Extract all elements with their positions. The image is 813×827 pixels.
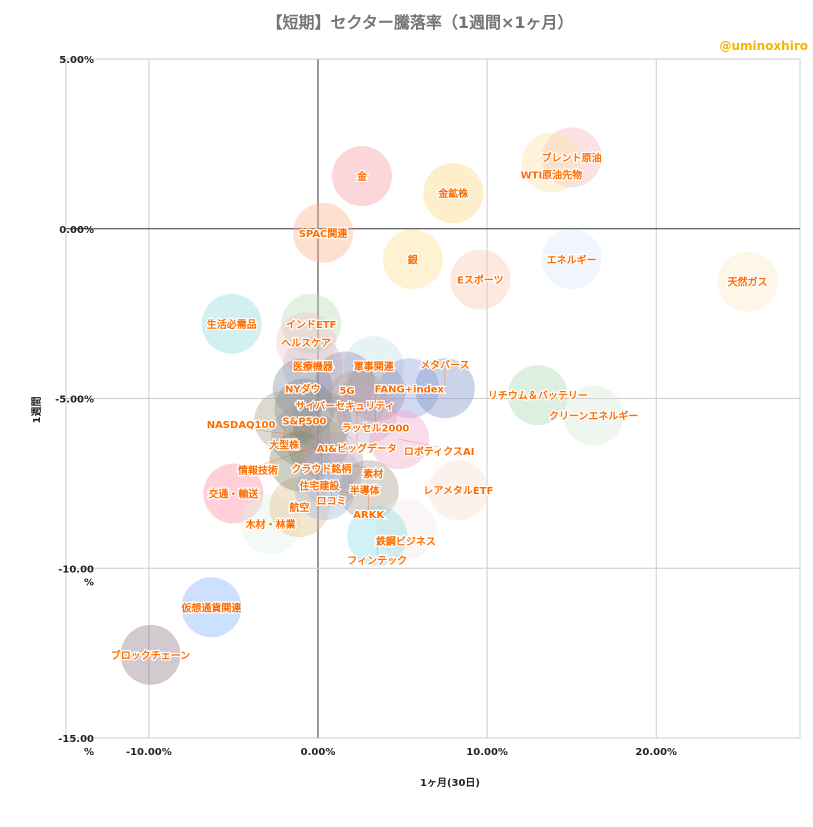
bubble-label: S&P500 (282, 417, 326, 428)
bubble (521, 132, 582, 193)
bubble-label: ブレント原油 (542, 151, 602, 164)
bubble (272, 358, 333, 419)
bubble-label: サイバーセキュリティ (295, 401, 394, 413)
bubble (203, 463, 264, 524)
bubble-label: 金鉱株 (437, 187, 469, 200)
bubble (201, 293, 262, 354)
bubble-label: NYダウ (285, 382, 321, 395)
bubble-label: 5G (339, 386, 354, 397)
bubble (507, 365, 568, 426)
bubble (282, 336, 343, 397)
bubble (375, 499, 436, 560)
y-axis-label: 1週間 (31, 397, 43, 424)
leader-line (346, 393, 368, 414)
tick-labels: -10.00% 0.00% 10.00% 20.00% 5.00% 0.00% -5.00%… (55, 55, 677, 758)
label-leader-lines (241, 368, 446, 556)
bubble (276, 312, 337, 373)
bubble-label: 素材 (363, 467, 383, 480)
bubble (120, 624, 181, 685)
bubble-label: ロコミ (317, 496, 347, 508)
bubble-label: AI&ビッグデータ (317, 442, 397, 455)
bubble (274, 378, 335, 439)
bubble-label: メタバース (420, 359, 470, 371)
bubble-label: ロボティクスAI (404, 445, 475, 458)
bubble-label: ラッセル2000 (342, 423, 410, 435)
bubble (450, 249, 511, 310)
bubble-label: クラウド銘柄 (291, 463, 351, 476)
bubble-label: 交通・輸送 (208, 488, 259, 501)
leader-line (299, 461, 320, 482)
bubble-label: 鉄鋼ビジネス (376, 535, 436, 548)
gridlines (65, 58, 801, 739)
bubble-label: 仮想通貨関連 (180, 601, 242, 614)
bubble-label: クリーンエネルギー (549, 409, 639, 422)
bubble-label: 住宅建設 (299, 479, 340, 492)
bubble-label: 航空 (289, 501, 309, 514)
bubble-label: ARKK (353, 510, 385, 521)
y-tick-label: -15.00% (58, 734, 94, 758)
y-tick-label: 5.00% (59, 55, 94, 66)
x-tick-label: -10.00% (126, 747, 172, 758)
bubble-label: Eスポーツ (457, 274, 504, 287)
bubble-label: 大型株 (269, 439, 300, 452)
watermark: @uminoxhiro (719, 39, 808, 53)
x-tick-label: 0.00% (301, 747, 336, 758)
leader-line (241, 427, 302, 437)
bubble (541, 127, 602, 188)
bubble-label: フィンテック (347, 555, 407, 567)
bubble-label: エネルギー (547, 253, 597, 266)
bubble-label: レアメタルETF (423, 485, 493, 497)
bubble (717, 251, 778, 312)
bubble (240, 494, 301, 555)
bubble (343, 336, 404, 397)
bubble (563, 385, 624, 446)
bubble-label: 半導体 (350, 484, 381, 497)
bubble-label: 医療機器 (293, 360, 334, 373)
x-axis-label: 1ヶ月(30日) (420, 777, 480, 789)
bubble-label: 天然ガス (728, 276, 768, 289)
bubble-label: 情報技術 (238, 464, 278, 477)
bubble-label: WTI原油先物 (521, 169, 583, 182)
bubble (281, 293, 342, 354)
bubble-label: 金 (356, 170, 368, 183)
bubble (181, 577, 242, 638)
bubble-label: ブロックチェーン (111, 649, 191, 662)
leader-line (324, 489, 365, 495)
y-tick-label: -5.00% (55, 395, 94, 406)
bubble-label: 軍事関連 (354, 360, 395, 373)
bubble (423, 163, 484, 224)
bubble (293, 202, 354, 263)
bubble (382, 229, 443, 290)
x-tick-label: 10.00% (466, 747, 508, 758)
bubble-label: SPAC関連 (299, 227, 349, 240)
y-tick-label: 0.00% (59, 225, 94, 236)
leader-line (257, 445, 319, 467)
y-tick-label: -10.00% (58, 564, 94, 588)
chart-title: 【短期】セクター騰落率（1週間×1ヶ月） (266, 13, 573, 32)
bubble (331, 146, 392, 207)
bubble-label: NASDAQ100 (207, 420, 276, 431)
x-tick-label: 20.00% (635, 747, 677, 758)
bubble (541, 229, 602, 290)
leader-line (399, 438, 440, 448)
bubble (269, 477, 330, 538)
bubble (428, 460, 489, 521)
bubble-label: 木材・林業 (245, 518, 297, 531)
bubble-label: リチウム＆バッテリー (488, 390, 588, 402)
bubble-label: FANG+index (375, 384, 445, 395)
bubble-label: 銀 (408, 253, 418, 266)
bubble-label: ヘルスケア (281, 337, 331, 349)
bubble-label: インドETF (286, 319, 336, 331)
leader-line (333, 461, 374, 470)
bubbles (120, 127, 778, 685)
bubble-label: 生活必需品 (207, 318, 257, 331)
bubble (379, 358, 440, 419)
